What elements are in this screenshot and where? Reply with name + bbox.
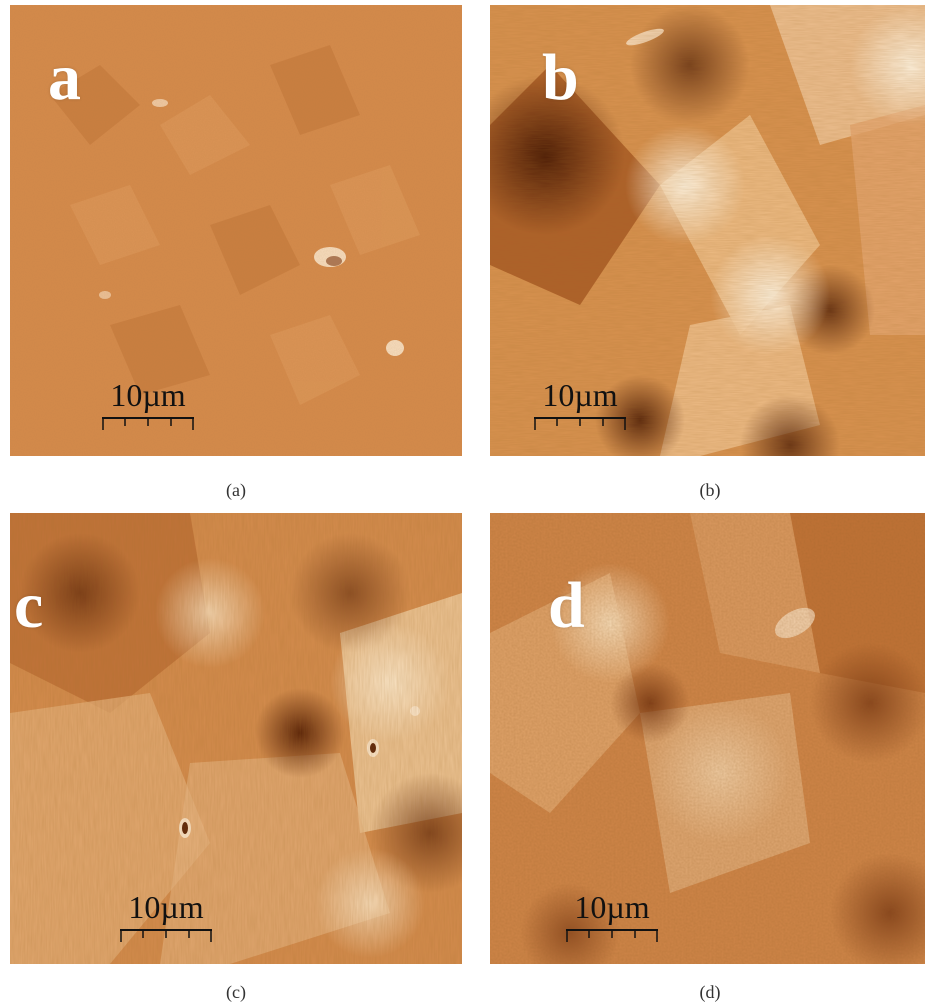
scale-label: 10µm <box>128 889 204 925</box>
surface-texture <box>490 5 925 456</box>
panel-letter: d <box>548 569 585 642</box>
scale-label: 10µm <box>542 377 618 413</box>
scale-label: 10µm <box>110 377 186 413</box>
caption-d: (d) <box>699 982 721 1002</box>
caption-c: (c) <box>226 982 246 1002</box>
afm-image-d: d 10µm <box>490 513 925 964</box>
scale-ruler <box>102 417 194 430</box>
caption-a: (a) <box>226 480 246 500</box>
scale-label: 10µm <box>574 889 650 925</box>
scale-ruler <box>566 929 658 942</box>
scale-ruler <box>120 929 212 942</box>
panel-letter: a <box>48 41 81 114</box>
surface-texture <box>10 5 462 456</box>
scale-bar: 10µm <box>566 891 658 943</box>
scale-bar: 10µm <box>534 379 626 431</box>
afm-image-c: c 10µm <box>10 513 462 964</box>
caption-b: (b) <box>699 480 721 500</box>
afm-image-b: b 10µm <box>490 5 925 456</box>
scale-bar: 10µm <box>102 379 194 431</box>
surface-texture <box>490 513 925 964</box>
panel-letter: c <box>14 569 44 642</box>
scale-bar: 10µm <box>120 891 212 943</box>
scale-ruler <box>534 417 626 430</box>
afm-image-a: a 10µm <box>10 5 462 456</box>
panel-letter: b <box>542 41 579 114</box>
surface-texture <box>10 513 462 964</box>
